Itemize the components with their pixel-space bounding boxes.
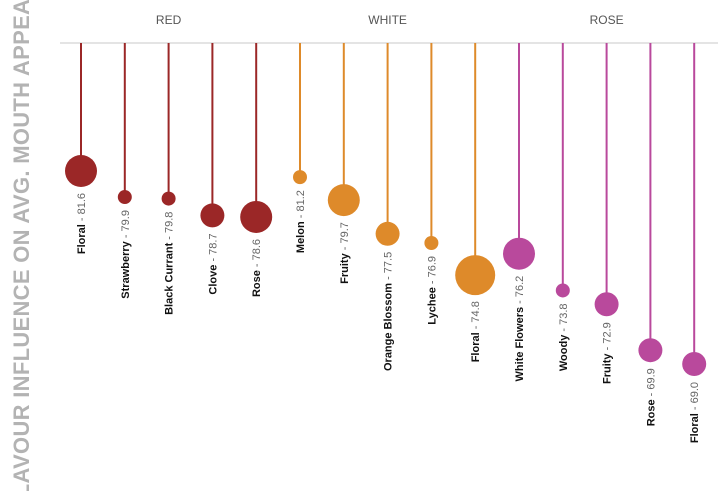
lollipop-dot: [327, 184, 360, 217]
data-label: Floral - 69.0: [689, 382, 701, 443]
lollipop-dot: [594, 292, 619, 317]
y-axis-title-text: FLAVOUR INFLUENCE ON AVG. MOUTH APPEAL: [9, 0, 34, 491]
data-label: Lychee - 76.9: [426, 256, 438, 325]
data-label-value: - 79.7: [339, 222, 351, 253]
data-label-value: - 77.5: [383, 252, 395, 283]
data-label-name: Lychee: [426, 287, 438, 325]
data-label-value: - 76.2: [514, 276, 526, 307]
lollipop-dot: [503, 237, 535, 270]
data-label-name: Melon: [295, 221, 307, 253]
lollipop-dot: [240, 200, 273, 233]
data-label-value: - 72.9: [602, 322, 614, 353]
data-label-value: - 79.8: [164, 212, 176, 243]
data-label: Melon - 81.2: [295, 190, 307, 253]
data-label-value: - 79.9: [120, 210, 132, 241]
data-label-name: Floral: [76, 224, 88, 254]
data-label-value: - 69.9: [645, 368, 657, 399]
data-label-value: - 73.8: [558, 303, 570, 334]
data-label: Fruity - 79.7: [339, 222, 351, 284]
data-label-name: Floral: [689, 413, 701, 443]
data-label: Black Currant - 79.8: [164, 212, 176, 315]
data-label-name: White Flowers: [514, 307, 526, 382]
data-label: Woody - 73.8: [558, 303, 570, 371]
data-label-name: Floral: [470, 332, 482, 362]
data-label: Fruity - 72.9: [602, 322, 614, 384]
data-label-value: - 69.0: [689, 382, 701, 413]
data-label-value: - 74.8: [470, 301, 482, 332]
lollipop-dot: [293, 170, 307, 185]
data-label-name: Black Currant: [164, 242, 176, 314]
data-label-value: - 81.6: [76, 193, 88, 224]
group-label: ROSE: [590, 13, 624, 27]
data-label-value: - 81.2: [295, 190, 307, 221]
data-label: Rose - 78.6: [251, 239, 263, 297]
data-label: White Flowers - 76.2: [514, 276, 526, 382]
data-label-name: Fruity: [602, 353, 614, 384]
data-label-value: - 78.7: [207, 233, 219, 264]
data-label-value: - 76.9: [426, 256, 438, 287]
lollipop-dot: [682, 352, 707, 376]
lollipop-dot: [424, 235, 439, 250]
lollipop-dot: [555, 283, 570, 298]
data-label: Clove - 78.7: [207, 233, 219, 294]
group-label: WHITE: [368, 13, 407, 27]
data-label-value: - 78.6: [251, 239, 263, 270]
lollipop-dot: [638, 338, 663, 363]
data-label: Orange Blossom - 77.5: [383, 252, 395, 371]
data-label-name: Orange Blossom: [383, 283, 395, 371]
group-label: RED: [156, 13, 182, 27]
data-label: Strawberry - 79.9: [120, 210, 132, 299]
data-label: Rose - 69.9: [645, 368, 657, 426]
data-label: Floral - 81.6: [76, 193, 88, 254]
data-label-name: Clove: [207, 265, 219, 295]
data-label-name: Strawberry: [120, 240, 132, 298]
data-label-name: Rose: [645, 399, 657, 426]
data-label-name: Woody: [558, 334, 570, 371]
lollipop-dot: [65, 155, 97, 187]
lollipop-dot: [117, 190, 132, 205]
lollipop-dot: [455, 255, 496, 296]
data-label-name: Fruity: [339, 252, 351, 283]
data-label-name: Rose: [251, 270, 263, 297]
lollipop-dot: [161, 191, 176, 206]
lollipop-dot: [200, 203, 225, 228]
lollipop-dot: [375, 221, 400, 246]
y-axis-title: FLAVOUR INFLUENCE ON AVG. MOUTH APPEAL: [9, 0, 34, 491]
data-label: Floral - 74.8: [470, 301, 482, 362]
